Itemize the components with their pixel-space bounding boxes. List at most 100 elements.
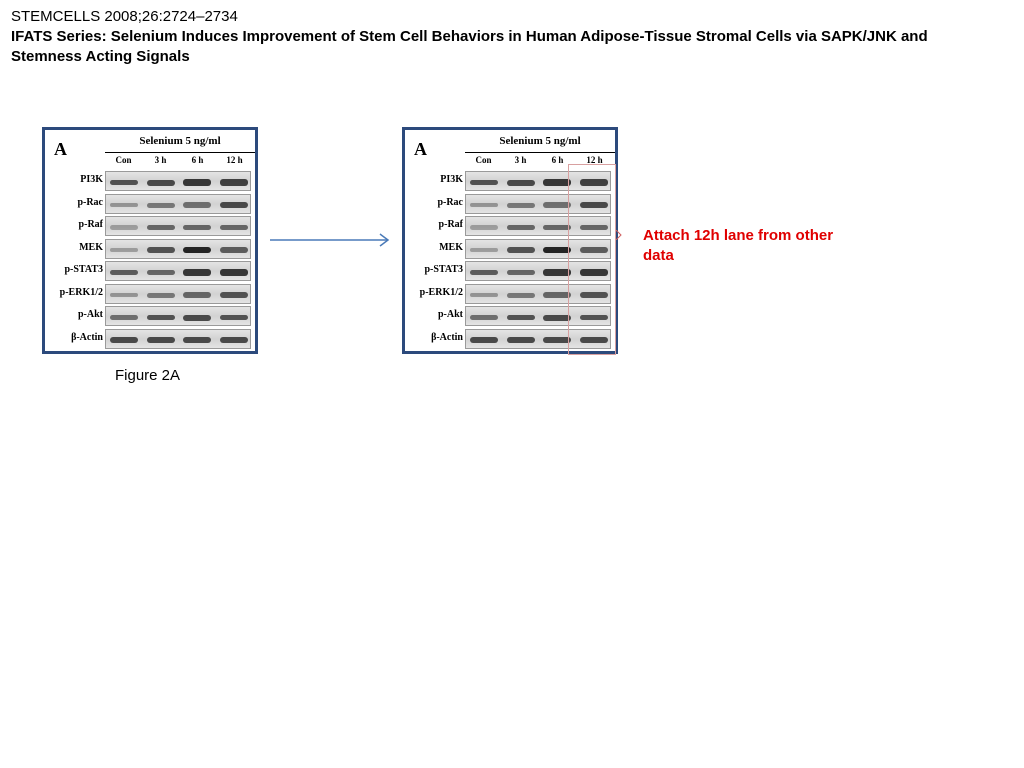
blot-band: [110, 269, 138, 276]
lane-label: 3 h: [514, 155, 527, 165]
blot-strip: [105, 171, 251, 191]
blot-strip: [105, 193, 251, 214]
highlight-box: [568, 164, 616, 355]
blot-band: [506, 247, 535, 253]
blot-band: [470, 292, 498, 298]
protein-label: p-STAT3: [64, 264, 103, 275]
blot-panel-original: A Selenium 5 ng/ml Con 3 h 6 h 12 h PI3K p-R…: [42, 127, 258, 354]
blot-band: [219, 179, 248, 186]
blot-band: [110, 247, 138, 253]
treatment-label: Selenium 5 ng/ml: [499, 135, 581, 147]
protein-label: PI3K: [80, 174, 103, 185]
lane-label: Con: [115, 155, 132, 165]
panel-letter: A: [54, 139, 67, 159]
protein-label: p-Raf: [78, 219, 103, 230]
blot-band: [110, 292, 138, 298]
blot-band: [183, 246, 211, 254]
blot-band: [579, 337, 608, 343]
protein-label: β-Actin: [431, 331, 463, 343]
blot-band: [110, 337, 138, 343]
blot-band: [183, 179, 211, 186]
blot-row: β-Actin: [45, 328, 255, 350]
blot-row: p-Akt: [405, 305, 615, 327]
blot-band: [543, 292, 571, 298]
blot-strip: [465, 261, 611, 281]
blot-row: p-ERK1/2: [45, 283, 255, 305]
paper-title: IFATS Series: Selenium Induces Improveme…: [11, 28, 928, 65]
blot-band: [470, 247, 498, 253]
blot-band: [543, 202, 571, 208]
protein-label: MEK: [439, 241, 463, 253]
protein-label: p-ERK1/2: [59, 286, 103, 298]
blot-band: [146, 179, 175, 186]
blot-band: [219, 247, 248, 253]
blot-band: [543, 246, 571, 254]
blot-band: [183, 269, 211, 276]
blot-panel-annotated: A Selenium 5 ng/ml Con 3 h 6 h 12 h PI3K p-R…: [402, 127, 618, 354]
blot-band: [219, 314, 248, 321]
blot-band: [543, 179, 571, 186]
blot-band: [110, 314, 138, 321]
blot-row: p-ERK1/2: [405, 283, 615, 305]
blot-row: p-Rac: [405, 193, 615, 215]
blot-band: [543, 337, 571, 343]
blot-band: [579, 179, 608, 186]
blot-band: [543, 269, 571, 276]
lane-labels: Con 3 h 6 h 12 h: [465, 155, 615, 167]
blot-row: MEK: [45, 238, 255, 260]
blot-band: [506, 292, 535, 298]
blot-band: [506, 202, 535, 208]
blot-row: p-Rac: [45, 193, 255, 215]
blot-band: [110, 202, 138, 208]
protein-label: PI3K: [440, 174, 463, 185]
blot-band: [219, 292, 248, 298]
lane-label: 12 h: [226, 155, 243, 165]
blot-band: [579, 269, 608, 276]
blot-strip: [105, 306, 251, 326]
citation: STEMCELLS 2008;26:2724–2734: [11, 8, 238, 25]
blot-row: p-STAT3: [405, 260, 615, 282]
blot-band: [219, 269, 248, 276]
blot-row: p-Akt: [45, 305, 255, 327]
treatment-underline: [105, 152, 255, 153]
blot-strip: [465, 328, 611, 349]
blot-strip: [105, 238, 251, 259]
blot-row: β-Actin: [405, 328, 615, 350]
blot-band: [579, 292, 608, 298]
blot-row: p-Raf: [405, 215, 615, 237]
lane-label: 3 h: [154, 155, 167, 165]
blot-strip: [465, 171, 611, 191]
arrow-icon: [270, 233, 390, 247]
treatment-underline: [465, 152, 615, 153]
blot-band: [219, 337, 248, 343]
protein-label: p-ERK1/2: [419, 286, 463, 298]
annotation-note: Attach 12h lane from other data: [643, 227, 834, 264]
blot-band: [470, 179, 498, 186]
blot-row: PI3K: [45, 170, 255, 192]
blot-row: MEK: [405, 238, 615, 260]
blot-strip: [465, 283, 611, 304]
protein-label: p-Rac: [77, 196, 103, 208]
blot-band: [146, 292, 175, 298]
blot-band: [146, 202, 175, 208]
blot-strip: [465, 216, 611, 236]
blot-band: [146, 337, 175, 343]
blot-band: [146, 269, 175, 276]
blot-band: [579, 224, 608, 231]
blot-band: [183, 337, 211, 343]
blot-band: [219, 224, 248, 231]
blot-band: [146, 314, 175, 321]
panel-letter: A: [414, 139, 427, 159]
blot-band: [506, 269, 535, 276]
blot-band: [506, 224, 535, 231]
blot-band: [543, 314, 571, 321]
blot-strip: [105, 261, 251, 281]
blot-row: p-Raf: [45, 215, 255, 237]
protein-label: p-Raf: [438, 219, 463, 230]
lane-label: 12 h: [586, 155, 603, 165]
blot-strip: [105, 328, 251, 349]
blot-band: [470, 202, 498, 208]
blot-row: PI3K: [405, 170, 615, 192]
blot-strip: [465, 306, 611, 326]
protein-label: p-STAT3: [424, 264, 463, 275]
